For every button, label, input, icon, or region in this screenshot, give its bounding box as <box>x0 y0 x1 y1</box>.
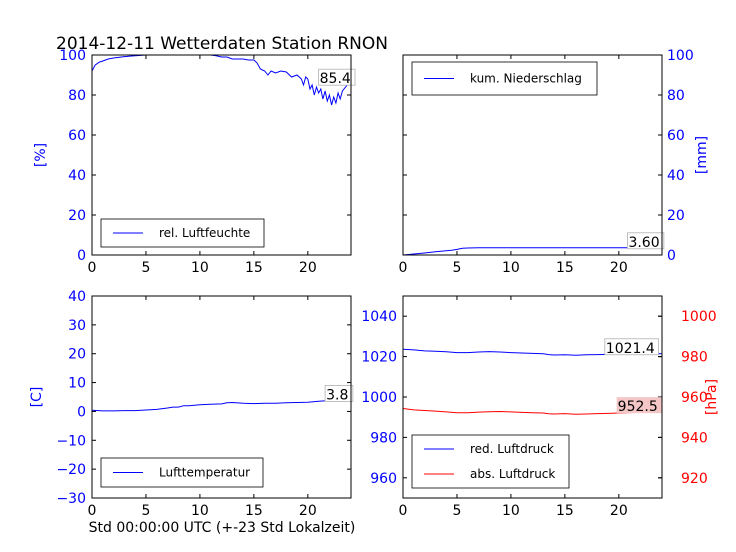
x-tick-label: 10 <box>502 503 520 519</box>
y-tick-label: 0 <box>77 248 86 264</box>
value-annotation: 952.5 <box>618 399 658 415</box>
figure-title: 2014-12-11 Wetterdaten Station RNON <box>56 34 388 54</box>
y-tick-label: 980 <box>370 430 397 446</box>
series-group <box>403 247 662 255</box>
y-tick-label: 80 <box>68 88 86 104</box>
legend: Lufttemperatur <box>100 457 264 488</box>
chart-panel-2: 0 5 10 15 20 0 20 40 60 80 100 [mm] 3.60 kum. Nieders… <box>399 48 710 276</box>
x-tick-label: 10 <box>191 260 209 276</box>
plot-frame <box>91 54 352 256</box>
series-group <box>92 55 350 106</box>
x-tick-label: 20 <box>610 260 628 276</box>
legend-label: Lufttemperatur <box>159 466 250 480</box>
legend: rel. Luftfeuchte <box>100 218 265 248</box>
y-tick-label: 1040 <box>361 309 397 325</box>
y-tick-label: 0 <box>667 248 676 264</box>
series-line-1 <box>92 55 350 106</box>
y-axis-label: [%] <box>33 143 49 167</box>
y-tick-label: 60 <box>667 128 685 144</box>
y-tick-label: −30 <box>56 491 86 507</box>
x-tick-label: 15 <box>556 260 574 276</box>
y-tick-label: 10 <box>68 376 86 392</box>
y-axis-label: [mm] <box>694 136 710 174</box>
x-tick-label: 20 <box>610 503 628 519</box>
x-tick-label: 20 <box>299 260 317 276</box>
y-tick-label: 80 <box>667 88 685 104</box>
y-tick-label: 100 <box>667 48 694 64</box>
x-tick-label: 10 <box>191 503 209 519</box>
legend-box <box>411 434 570 489</box>
value-annotation-box <box>324 385 354 402</box>
value-annotation: 3.60 <box>628 235 659 251</box>
y-tick-label: 60 <box>68 128 86 144</box>
y-tick-label: 40 <box>667 168 685 184</box>
x-tick-label: 5 <box>452 260 461 276</box>
value-annotation: 3.8 <box>326 387 348 403</box>
series-line-1 <box>92 400 349 412</box>
figure-footer: Std 00:00:00 UTC (+-23 Std Lokalzeit) <box>89 520 356 536</box>
y-tick-label-right: 940 <box>681 430 708 446</box>
legend-label: abs. Luftdruck <box>470 467 555 481</box>
legend: kum. Niederschlag <box>411 61 598 96</box>
plot-frame <box>402 54 663 256</box>
x-tick-label: 10 <box>502 260 520 276</box>
series-line-1 <box>403 247 662 255</box>
y-tick-label: 30 <box>68 318 86 334</box>
plot-frame <box>402 295 663 499</box>
x-tick-label: 20 <box>299 503 317 519</box>
x-tick-label: 5 <box>141 503 150 519</box>
x-tick-label: 0 <box>399 503 408 519</box>
y-tick-label: 20 <box>667 208 685 224</box>
y-tick-label: −20 <box>56 462 86 478</box>
value-annotation-box <box>627 232 665 250</box>
legend-label: red. Luftdruck <box>470 442 554 456</box>
y-tick-label: 100 <box>59 48 86 64</box>
y-tick-label: −10 <box>56 433 86 449</box>
legend-label: kum. Niederschlag <box>470 72 582 86</box>
x-tick-label: 5 <box>141 260 150 276</box>
y-tick-label: 40 <box>68 289 86 305</box>
series-group <box>92 400 349 412</box>
y-axis-label-right: [hPa] <box>704 379 720 415</box>
x-tick-label: 15 <box>556 503 574 519</box>
chart-panel-3: 0 5 10 15 20 −30 −20 −10 0 10 20 30 40 [C] 3.8 Lufttemp… <box>29 289 354 519</box>
y-tick-label: 0 <box>77 404 86 420</box>
y-tick-label-right: 920 <box>681 471 708 487</box>
y-axis-label: [C] <box>29 387 45 408</box>
value-annotation-box <box>616 397 662 414</box>
y-tick-label-right: 960 <box>681 390 708 406</box>
x-tick-label: 15 <box>245 503 263 519</box>
y-tick-label: 20 <box>68 347 86 363</box>
value-annotation-box <box>318 68 356 86</box>
value-annotation-box <box>604 338 659 356</box>
y-tick-label: 20 <box>68 208 86 224</box>
legend-label: rel. Luftfeuchte <box>159 226 250 240</box>
x-tick-label: 5 <box>452 503 461 519</box>
y-tick-label: 1000 <box>361 390 397 406</box>
x-tick-label: 15 <box>245 260 263 276</box>
x-tick-label: 0 <box>88 503 97 519</box>
chart-panel-1: 0 5 10 15 20 0 20 40 60 80 100 [%] 85.4 rel. Luftfeuc… <box>33 48 356 276</box>
x-tick-label: 0 <box>399 260 408 276</box>
x-tick-label: 0 <box>88 260 97 276</box>
plot-frame <box>91 295 352 499</box>
y-tick-label: 1020 <box>361 350 397 366</box>
value-annotation: 85.4 <box>320 71 351 87</box>
y-tick-label: 40 <box>68 168 86 184</box>
value-annotation: 1021.4 <box>606 341 655 357</box>
y-tick-label: 960 <box>370 471 397 487</box>
chart-panel-4: 0 5 10 15 20 960 980 1000 1020 1040 920 940 960 980 10… <box>361 295 720 519</box>
y-tick-label-right: 1000 <box>681 309 717 325</box>
y-tick-label-right: 980 <box>681 350 708 366</box>
legend: red. Luftdruck abs. Luftdruck <box>411 434 570 489</box>
